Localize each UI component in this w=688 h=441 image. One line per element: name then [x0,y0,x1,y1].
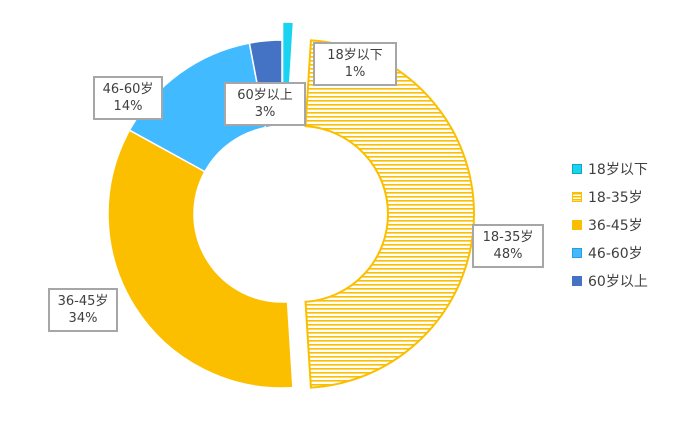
legend-swatch-46-60 [572,248,582,258]
chart-legend: 18岁以下 18-35岁 36-45岁 46-60岁 60岁以上 [572,158,648,298]
legend-item-36-45: 36-45岁 [572,214,648,236]
slice-label-over-60: 60岁以上 3% [224,82,306,126]
legend-swatch-36-45 [572,220,582,230]
slice-label-46-60: 46-60岁 14% [93,76,163,120]
slice-label-18-35: 18-35岁 48% [472,224,544,268]
legend-label: 46-60岁 [588,246,643,262]
legend-label: 36-45岁 [588,218,643,234]
legend-label: 60岁以上 [588,274,648,290]
slice-18-35 [304,39,476,389]
legend-swatch-over-60 [572,276,582,286]
slice-label-under-18: 18岁以下 1% [313,42,397,86]
legend-swatch-18-35 [572,192,582,202]
legend-item-46-60: 46-60岁 [572,242,648,264]
legend-swatch-under-18 [572,164,582,174]
slice-36-45 [107,129,294,389]
legend-label: 18岁以下 [588,162,648,178]
slice-label-36-45: 36-45岁 34% [48,288,118,332]
legend-label: 18-35岁 [588,190,643,206]
legend-item-under-18: 18岁以下 [572,158,648,180]
legend-item-18-35: 18-35岁 [572,186,648,208]
legend-item-over-60: 60岁以上 [572,270,648,292]
